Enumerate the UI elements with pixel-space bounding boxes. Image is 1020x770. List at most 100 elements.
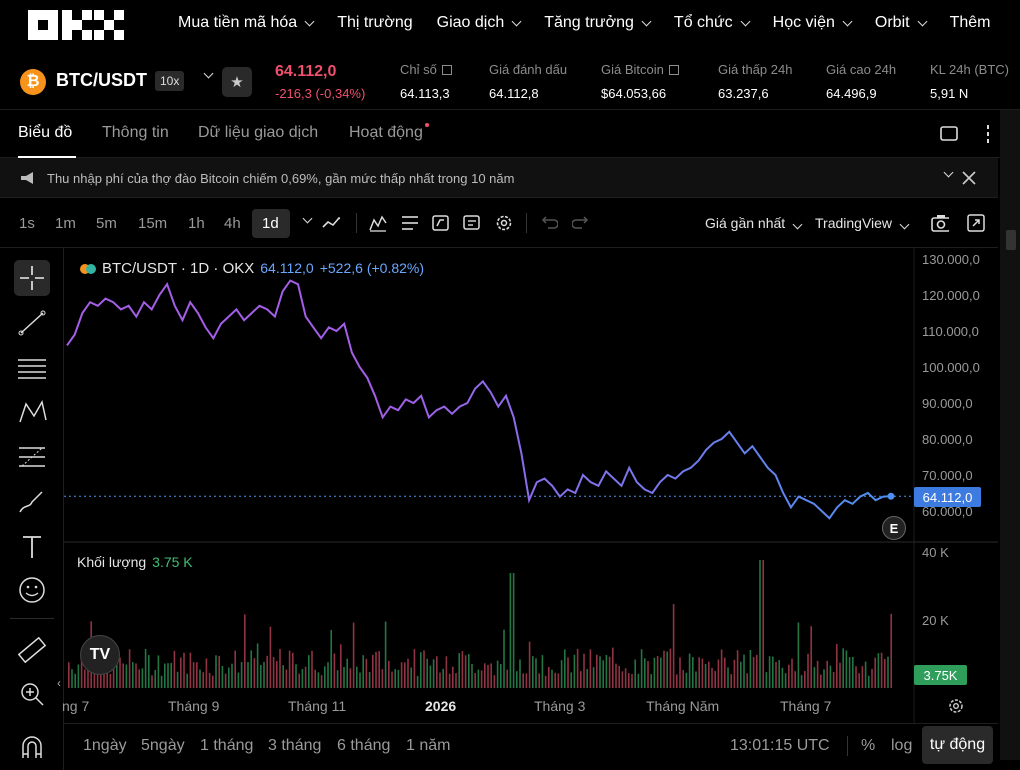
volume-bar bbox=[800, 675, 803, 688]
replay-icon[interactable] bbox=[463, 214, 481, 232]
template-list-icon[interactable] bbox=[401, 214, 419, 232]
timeframe-1s[interactable]: 1s bbox=[19, 215, 35, 232]
volume-bar bbox=[381, 669, 384, 688]
tab-info[interactable]: Thông tin bbox=[102, 124, 169, 141]
price-type-select[interactable]: Giá gần nhất bbox=[705, 215, 803, 231]
price-chart[interactable] bbox=[0, 248, 998, 723]
volume-bar bbox=[116, 659, 118, 688]
brush-tool[interactable] bbox=[14, 484, 50, 520]
magnet-icon bbox=[22, 736, 42, 758]
layout-icon[interactable] bbox=[940, 126, 958, 142]
alert-icon[interactable] bbox=[432, 214, 450, 232]
volume-bar bbox=[269, 626, 272, 688]
volume-bar bbox=[260, 665, 262, 688]
crosshair-icon bbox=[20, 266, 44, 290]
horizontal-lines-tool[interactable] bbox=[14, 350, 50, 386]
tab-chart[interactable]: Biểu đồ bbox=[18, 124, 73, 141]
chart-engine-select[interactable]: TradingView bbox=[815, 215, 910, 231]
stat-index[interactable]: Chỉ số 64.113,3 bbox=[400, 62, 452, 101]
range-1-month[interactable]: 1 tháng bbox=[200, 737, 254, 754]
volume-bar bbox=[378, 651, 380, 688]
earnings-event-badge[interactable]: E bbox=[882, 516, 906, 540]
nav-item-institutional[interactable]: Tổ chức bbox=[674, 14, 751, 32]
tradingview-logo[interactable]: TV bbox=[80, 635, 120, 675]
volume-bar bbox=[448, 673, 451, 688]
redo-icon[interactable] bbox=[572, 214, 590, 232]
trend-line-tool[interactable] bbox=[14, 305, 50, 341]
chevron-down-icon[interactable] bbox=[203, 68, 214, 79]
volume-bar bbox=[791, 658, 793, 688]
nav-item-orbit[interactable]: Orbit bbox=[875, 14, 928, 32]
nav-item-markets[interactable]: Thị trường bbox=[337, 14, 413, 31]
volume-bar bbox=[855, 666, 857, 688]
measure-tool[interactable] bbox=[14, 632, 50, 668]
volume-bar bbox=[87, 660, 89, 688]
volume-bar bbox=[608, 656, 611, 688]
auto-scale-button[interactable]: tự động bbox=[922, 726, 993, 764]
settings-gear-icon[interactable] bbox=[495, 214, 513, 232]
nav-item-academy[interactable]: Học viện bbox=[773, 14, 853, 32]
tab-trading-data[interactable]: Dữ liệu giao dịch bbox=[198, 124, 319, 141]
undo-icon[interactable] bbox=[540, 214, 558, 232]
volume-bar bbox=[487, 664, 489, 688]
fib-tool[interactable] bbox=[14, 439, 50, 475]
volume-bar bbox=[151, 675, 153, 688]
more-vertical-icon[interactable] bbox=[984, 124, 992, 144]
emoji-tool[interactable] bbox=[14, 572, 50, 608]
log-scale-toggle[interactable]: log bbox=[891, 737, 913, 754]
timeframe-5m[interactable]: 5m bbox=[96, 215, 117, 232]
timeframe-1h[interactable]: 1h bbox=[188, 215, 205, 232]
volume-bar bbox=[736, 650, 739, 688]
timeframe-1m[interactable]: 1m bbox=[55, 215, 76, 232]
text-tool[interactable] bbox=[14, 529, 50, 565]
volume-bar bbox=[404, 662, 406, 688]
page-scrollbar[interactable] bbox=[1000, 110, 1020, 760]
nav-item-more[interactable]: Thêm bbox=[949, 14, 991, 31]
y-tick-label: 130.000,0 bbox=[922, 252, 980, 267]
nav-item-grow[interactable]: Tăng trưởng bbox=[544, 14, 652, 32]
nav-item-buy-crypto[interactable]: Mua tiền mã hóa bbox=[178, 14, 315, 32]
zoom-tool[interactable] bbox=[14, 676, 50, 712]
nav-item-trade[interactable]: Giao dịch bbox=[437, 14, 522, 32]
volume-bar bbox=[660, 657, 662, 688]
utc-clock[interactable]: 13:01:15 UTC bbox=[730, 737, 830, 754]
pair-name[interactable]: BTC/USDT bbox=[56, 70, 147, 90]
scroll-left-icon[interactable]: ‹ bbox=[57, 676, 61, 690]
favorite-star-button[interactable]: ★ bbox=[222, 67, 252, 97]
volume-bar bbox=[887, 656, 889, 688]
line-chart-type-icon[interactable] bbox=[322, 214, 340, 232]
external-link-icon bbox=[668, 65, 679, 75]
close-icon[interactable] bbox=[962, 171, 976, 185]
okx-logo[interactable] bbox=[28, 10, 124, 40]
fullscreen-icon[interactable] bbox=[967, 214, 985, 232]
magnet-tool[interactable] bbox=[14, 728, 50, 764]
chevron-down-icon bbox=[304, 16, 315, 26]
timeframe-1d[interactable]: 1d bbox=[262, 215, 279, 232]
percent-scale-toggle[interactable]: % bbox=[861, 737, 876, 754]
stat-24h-low: Giá thấp 24h 63.237,6 bbox=[718, 62, 793, 101]
range-3-months[interactable]: 3 tháng bbox=[268, 737, 322, 754]
volume-bar bbox=[250, 650, 252, 688]
pattern-tool[interactable] bbox=[14, 394, 50, 430]
tab-activity[interactable]: Hoạt động bbox=[349, 124, 423, 141]
range-1-year[interactable]: 1 năm bbox=[406, 737, 451, 754]
timeframe-15m[interactable]: 15m bbox=[138, 215, 168, 232]
indicators-icon[interactable] bbox=[369, 214, 387, 232]
timeframe-4h[interactable]: 4h bbox=[224, 215, 241, 232]
chevron-down-icon[interactable] bbox=[943, 167, 954, 178]
volume-bar bbox=[688, 653, 691, 688]
volume-bar bbox=[560, 660, 563, 688]
range-6-months[interactable]: 6 tháng bbox=[337, 737, 391, 754]
volume-bar bbox=[746, 673, 748, 688]
range-5-days[interactable]: 5ngày bbox=[141, 737, 185, 754]
axis-settings-gear-icon[interactable] bbox=[947, 697, 965, 715]
btc-coin-icon bbox=[80, 264, 90, 274]
range-1-day[interactable]: 1ngày bbox=[83, 737, 127, 754]
stat-bitcoin-price[interactable]: Giá Bitcoin $64.053,66 bbox=[601, 62, 679, 101]
crosshair-tool[interactable] bbox=[14, 260, 50, 296]
announcement-text[interactable]: Thu nhập phí của thợ đào Bitcoin chiếm 0… bbox=[47, 171, 515, 186]
volume-bar bbox=[743, 654, 745, 688]
volume-bar bbox=[432, 659, 435, 688]
volume-bar bbox=[170, 662, 172, 688]
camera-snapshot-icon[interactable] bbox=[931, 214, 949, 232]
